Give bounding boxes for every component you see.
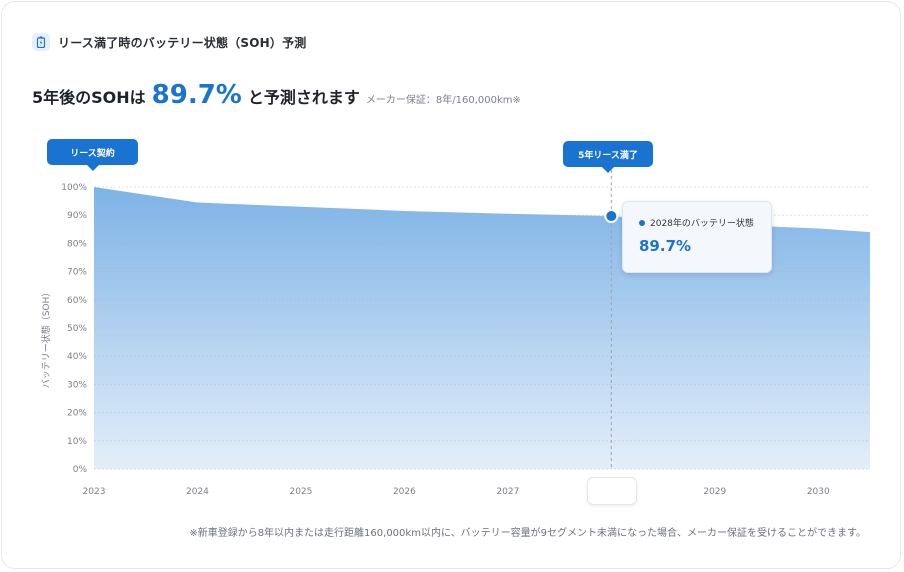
card-title: リース満了時のバッテリー状態（SOH）予測: [58, 35, 307, 50]
x-tick-label: 2026: [393, 487, 416, 497]
x-tick-label: 2027: [496, 487, 519, 497]
lease-start-label: リース契約: [70, 148, 115, 159]
tooltip-dot-icon: [639, 219, 645, 226]
x-tick-label: 2023: [83, 487, 106, 497]
y-tick-label: 80%: [67, 239, 87, 249]
y-tick-label: 20%: [67, 409, 87, 419]
y-tick-label: 0%: [73, 465, 88, 475]
warranty-footnote: ※新車登録から8年以内または走行距離160,000km以内に、バッテリー容量が9…: [189, 528, 866, 539]
selected-year-pill[interactable]: [587, 477, 637, 505]
highlight-point: [604, 209, 619, 224]
battery-icon: [32, 33, 50, 51]
soh-headline: 5年後のSOHは 89.7% と予測されます メーカー保証：8年/160,000…: [32, 80, 521, 110]
lease-end-flag: 5年リース満了: [563, 141, 653, 173]
y-tick-label: 30%: [67, 380, 87, 390]
x-tick-label: 2024: [186, 487, 209, 497]
y-tick-label: 40%: [67, 352, 87, 362]
headline-soh-value: 89.7%: [151, 80, 242, 110]
card-header: リース満了時のバッテリー状態（SOH）予測: [32, 33, 307, 51]
headline-suffix: と予測されます: [247, 88, 360, 107]
warranty-note: メーカー保証：8年/160,000km※: [365, 95, 521, 106]
y-tick-label: 60%: [67, 296, 87, 306]
lease-end-label: 5年リース満了: [578, 150, 638, 161]
y-axis-label: バッテリー状態（SOH）: [40, 288, 52, 389]
y-tick-label: 100%: [61, 183, 87, 193]
tooltip-value: 89.7%: [639, 237, 692, 255]
headline-prefix: 5年後のSOHは: [32, 88, 146, 107]
x-tick-label: 2029: [703, 487, 726, 497]
soh-tooltip: 2028年のバッテリー状態 89.7%: [622, 201, 772, 273]
y-tick-label: 90%: [67, 211, 87, 221]
y-tick-label: 10%: [67, 437, 87, 447]
tooltip-label: 2028年のバッテリー状態: [650, 219, 754, 229]
x-tick-label: 2025: [289, 487, 312, 497]
y-tick-label: 50%: [67, 324, 87, 334]
lease-start-flag: リース契約: [47, 139, 138, 171]
x-tick-label: 2030: [807, 487, 830, 497]
y-tick-label: 70%: [67, 268, 87, 278]
